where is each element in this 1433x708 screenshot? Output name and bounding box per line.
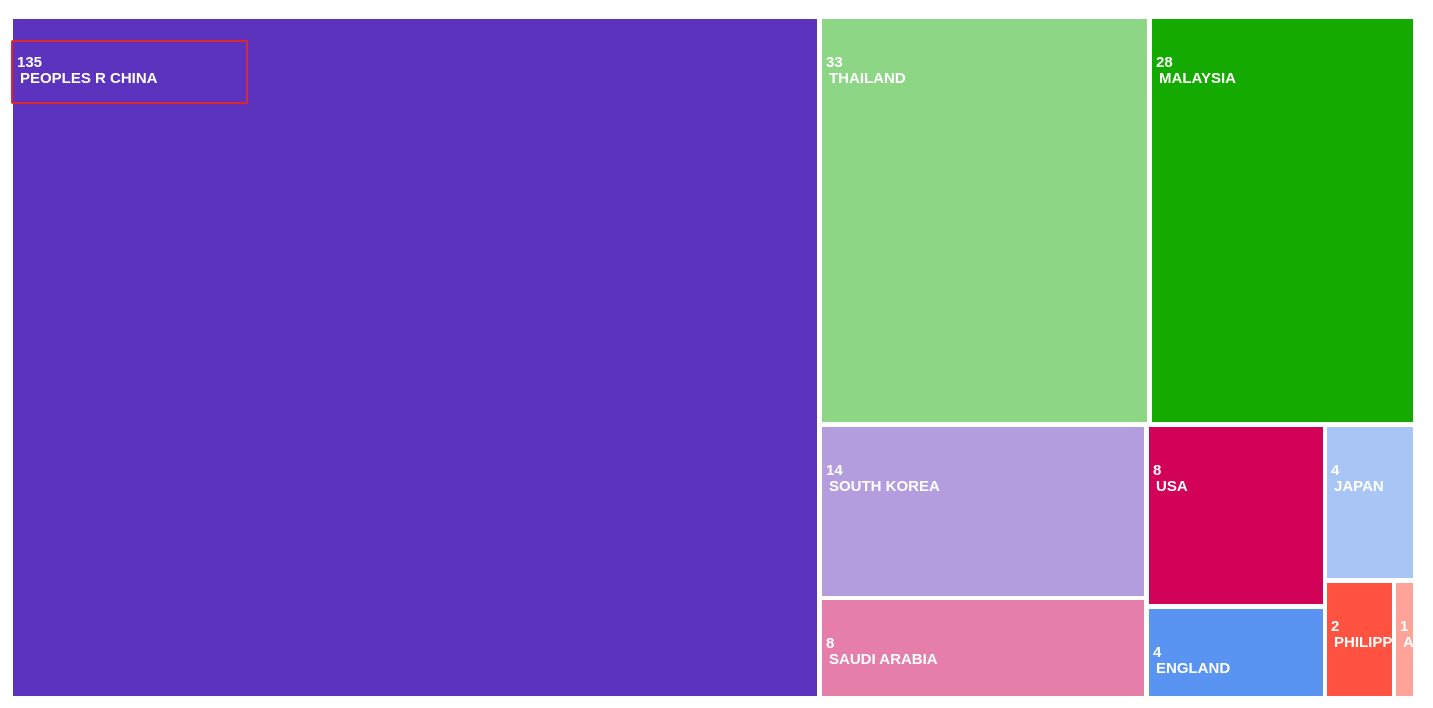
tile-label: PEOPLES R CHINA xyxy=(20,70,158,87)
tile-value: 33 xyxy=(826,54,843,71)
tile-peoples-r-china[interactable]: 135 PEOPLES R CHINA xyxy=(13,19,817,696)
tile-label: THAILAND xyxy=(829,70,906,87)
tile-saudi-arabia[interactable]: 8 SAUDI ARABIA xyxy=(822,600,1144,696)
tile-label: ENGLAND xyxy=(1156,660,1231,677)
tile-label: PHILIPP xyxy=(1334,634,1392,651)
tile-label: USA xyxy=(1156,478,1188,495)
tile-england[interactable]: 4 ENGLAND xyxy=(1149,609,1323,696)
tile-value: 4 xyxy=(1153,644,1162,661)
tile-value: 1 xyxy=(1400,618,1409,635)
tile-value: 8 xyxy=(826,635,835,652)
tile-value: 8 xyxy=(1153,462,1162,479)
tile-value: 135 xyxy=(17,54,43,71)
tile-south-korea[interactable]: 14 SOUTH KOREA xyxy=(822,427,1144,596)
tile-label: MALAYSIA xyxy=(1159,70,1236,87)
tile-value: 14 xyxy=(826,462,843,479)
tile-label: SOUTH KOREA xyxy=(829,478,940,495)
tile-usa[interactable]: 8 USA xyxy=(1149,427,1323,604)
tile-value: 4 xyxy=(1331,462,1340,479)
tile-thailand[interactable]: 33 THAILAND xyxy=(822,19,1147,422)
tile-a[interactable]: 1 A xyxy=(1396,583,1413,696)
tile-japan[interactable]: 4 JAPAN xyxy=(1327,427,1413,578)
tile-value: 28 xyxy=(1156,54,1173,71)
tile-label: A xyxy=(1403,634,1413,651)
tile-malaysia[interactable]: 28 MALAYSIA xyxy=(1152,19,1413,422)
tile-philippines[interactable]: 2 PHILIPP xyxy=(1327,583,1392,696)
tile-label: SAUDI ARABIA xyxy=(829,651,938,668)
tile-label: JAPAN xyxy=(1334,478,1384,495)
tile-value: 2 xyxy=(1331,618,1340,635)
